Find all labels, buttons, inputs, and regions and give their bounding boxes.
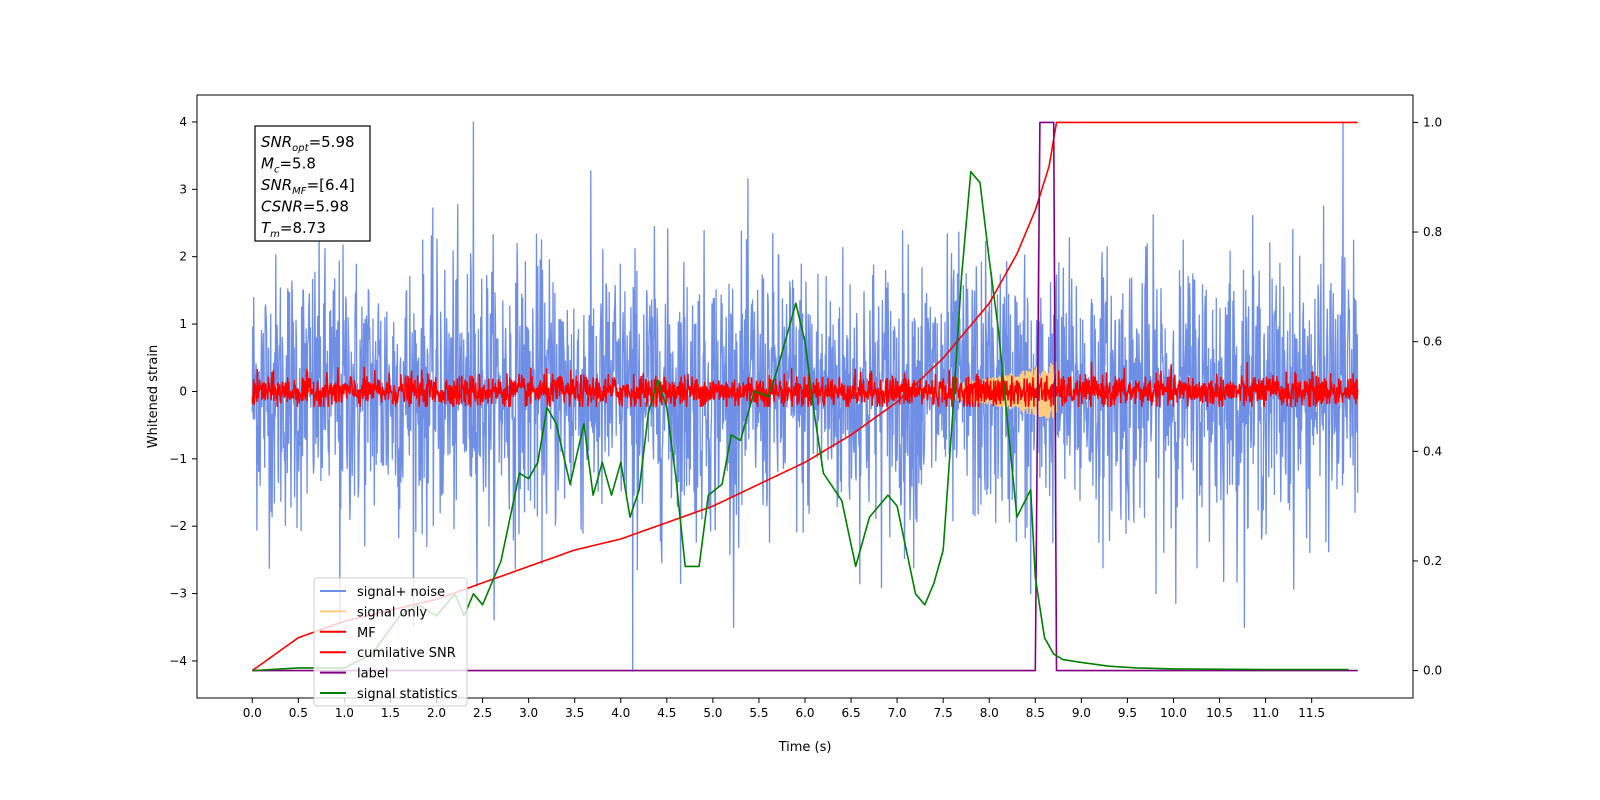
- y-tick-label: 2: [179, 250, 187, 264]
- y2-tick-label: 0.0: [1423, 664, 1442, 678]
- x-tick-label: 3.0: [519, 706, 538, 720]
- y-tick-label: −1: [169, 452, 187, 466]
- legend-frame: [313, 577, 468, 707]
- legend-label-label: label: [357, 667, 388, 682]
- y-tick-label: 4: [179, 115, 187, 129]
- annotation-line: Tm=8.73: [261, 219, 326, 240]
- annotation-frame: [254, 125, 371, 242]
- annotation-line: SNRopt=5.98: [261, 133, 355, 154]
- annotation-line: SNRMF=[6.4]: [261, 176, 355, 197]
- legend-label-signal-statistics: signal statistics: [357, 687, 458, 702]
- x-tick-label: 8.5: [1026, 706, 1045, 720]
- axes: 0.0 0.5 1.0 1.5 2.0 2.5 3.0 3.5 4.0 4.5 5.0 5.5 6.0 6…: [169, 94, 1442, 720]
- x-tick-label: 10.5: [1206, 706, 1233, 720]
- x-tick-label: 0.5: [289, 706, 308, 720]
- y-tick-label: −4: [169, 654, 187, 668]
- x-tick-label: 7.5: [934, 706, 953, 720]
- x-tick-label: 1.5: [381, 706, 400, 720]
- y-tick-label: 0: [179, 384, 187, 398]
- y2-tick-label: 0.6: [1423, 335, 1442, 349]
- annotation-line: CSNR=5.98: [261, 198, 349, 216]
- y-tick-label: 3: [179, 182, 187, 196]
- series-signal-noise: [251, 121, 1359, 672]
- legend-label-signal-noise: signal+ noise: [357, 585, 445, 600]
- x-axis-label: Time (s): [778, 740, 832, 755]
- x-tick-label: 10.0: [1160, 706, 1187, 720]
- y2-tick-label: 1.0: [1423, 115, 1442, 129]
- x-tick-label: 3.5: [565, 706, 584, 720]
- x-tick-label: 5.5: [749, 706, 768, 720]
- series-signal-statistics: [252, 170, 1349, 672]
- y-tick-label: −3: [169, 587, 187, 601]
- x-tick-label: 8.0: [980, 706, 999, 720]
- x-tick-label: 6.0: [795, 706, 814, 720]
- series-mf: [251, 361, 1359, 408]
- x-tick-label: 4.0: [611, 706, 630, 720]
- y2-tick-label: 0.8: [1423, 225, 1442, 239]
- y2-tick-label: 0.2: [1423, 554, 1442, 568]
- y-axis-label: Whitened strain: [146, 345, 161, 448]
- x-tick-label: 11.5: [1298, 706, 1325, 720]
- y2-tick-label: 0.4: [1423, 444, 1442, 458]
- annotation-line: Mc=5.8: [261, 155, 316, 176]
- x-tick-label: 0.0: [243, 706, 262, 720]
- x-tick-label: 2.0: [427, 706, 446, 720]
- x-tick-label: 9.5: [1118, 706, 1137, 720]
- x-tick-label: 6.5: [842, 706, 861, 720]
- legend-label-mf: MF: [357, 626, 376, 641]
- legend-label-signal-only: signal only: [357, 605, 427, 620]
- x-tick-label: 5.0: [703, 706, 722, 720]
- legend-label-cumilative-snr: cumilative SNR: [357, 646, 456, 661]
- series-label: [252, 121, 1358, 672]
- x-tick-label: 7.0: [888, 706, 907, 720]
- x-tick-label: 2.5: [473, 706, 492, 720]
- y-tick-label: −2: [169, 519, 187, 533]
- x-tick-label: 4.5: [657, 706, 676, 720]
- x-tick-label: 9.0: [1072, 706, 1091, 720]
- x-tick-label: 1.0: [335, 706, 354, 720]
- legend: signal+ noise signal only MF cumilative SNR…: [313, 577, 468, 707]
- x-tick-label: 11.0: [1252, 706, 1279, 720]
- y-tick-label: 1: [179, 317, 187, 331]
